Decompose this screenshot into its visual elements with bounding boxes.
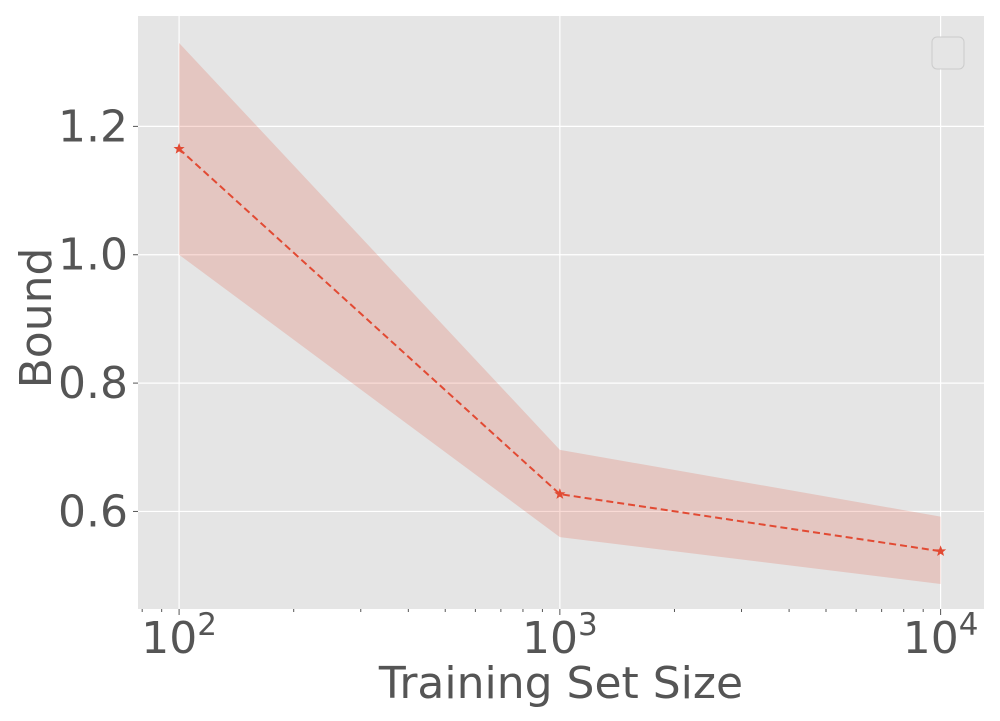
x-axis-label: Training Set Size [378, 658, 743, 709]
y-tick-label: 0.8 [58, 358, 128, 409]
confidence-band [179, 42, 941, 584]
x-tick-labels: 102 103 104 [141, 607, 978, 664]
data-point-marker [935, 545, 947, 556]
x-tick-label: 103 [522, 607, 598, 664]
data-point-marker [554, 488, 566, 499]
series-markers [173, 142, 947, 556]
y-tick-label: 0.6 [58, 486, 128, 537]
minor-ticks [141, 609, 924, 612]
series-lines [178, 148, 941, 553]
x-tick-label: 104 [903, 607, 979, 664]
y-tick-label: 1.0 [58, 230, 128, 281]
confidence-bands [179, 42, 941, 584]
series-line [178, 148, 941, 553]
major-ticks [133, 125, 942, 615]
data-point-marker [173, 142, 185, 154]
y-tick-label: 1.2 [58, 101, 128, 152]
legend-box [931, 36, 965, 70]
y-tick-labels: 0.6 0.8 1.0 1.2 [58, 101, 128, 537]
y-axis-label: Bound [11, 248, 62, 389]
plot-background [138, 16, 984, 609]
x-tick-label: 102 [141, 607, 217, 664]
grid-lines [138, 16, 984, 609]
